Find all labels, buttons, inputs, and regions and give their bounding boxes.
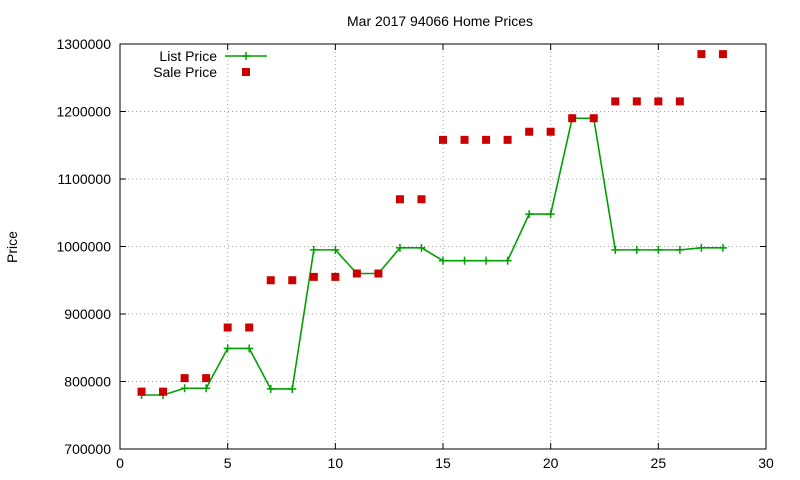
list-price-line bbox=[141, 117, 723, 396]
x-tick-label: 20 bbox=[543, 455, 559, 471]
y-tick-label: 800000 bbox=[64, 374, 111, 390]
sale-price-point bbox=[482, 135, 491, 144]
x-tick-label: 5 bbox=[224, 455, 232, 471]
list-price-point bbox=[180, 384, 189, 393]
sale-price-point bbox=[352, 269, 361, 278]
y-tick-label: 700000 bbox=[64, 441, 111, 457]
legend-label: List Price bbox=[159, 48, 217, 64]
list-price-point bbox=[439, 256, 447, 265]
list-price-point bbox=[417, 243, 426, 252]
sale-price-point bbox=[395, 195, 404, 204]
chart-title: Mar 2017 94066 Home Prices bbox=[347, 13, 533, 29]
y-tick-label: 1200000 bbox=[56, 104, 111, 120]
list-price-point bbox=[395, 243, 404, 252]
list-price-point bbox=[223, 344, 232, 353]
list-price-point bbox=[266, 384, 275, 393]
list-price-point bbox=[503, 256, 512, 265]
sale-price-point bbox=[460, 135, 469, 144]
sale-price-point bbox=[718, 50, 727, 59]
y-tick-label: 900000 bbox=[64, 306, 111, 322]
list-price-point bbox=[611, 245, 620, 254]
grid bbox=[120, 44, 766, 449]
x-tick-label: 30 bbox=[758, 455, 774, 471]
list-price-point bbox=[309, 245, 318, 254]
legend-plus-marker bbox=[242, 52, 250, 60]
sale-price-point bbox=[331, 272, 340, 281]
sale-price-point bbox=[654, 97, 663, 106]
legend-label: Sale Price bbox=[153, 64, 217, 80]
list-price-point bbox=[632, 245, 641, 254]
sale-price-point bbox=[180, 374, 189, 383]
sale-price-point bbox=[417, 195, 426, 204]
list-price-point bbox=[654, 245, 663, 254]
y-tick-label: 1000000 bbox=[56, 239, 111, 255]
y-tick-label: 1100000 bbox=[58, 171, 112, 187]
list-price-point bbox=[546, 210, 555, 219]
sale-price-point bbox=[675, 97, 684, 106]
sale-price-point bbox=[546, 127, 555, 136]
tick-labels: 700000 800000 900000 1000000 1100000 1200000 1… bbox=[56, 36, 774, 471]
sale-price-point bbox=[503, 135, 512, 144]
list-price-point bbox=[202, 384, 211, 393]
sale-price-point bbox=[374, 269, 383, 278]
legend-square-marker bbox=[242, 68, 250, 76]
sale-price-point bbox=[568, 114, 577, 123]
series-sale-price bbox=[137, 50, 727, 396]
x-tick-label: 25 bbox=[651, 455, 667, 471]
list-price-point bbox=[697, 243, 706, 252]
series-layer bbox=[137, 50, 727, 399]
series-list-price bbox=[137, 114, 727, 399]
y-axis-label: Price bbox=[4, 231, 20, 263]
list-price-point bbox=[718, 243, 727, 252]
sale-price-point bbox=[632, 97, 641, 106]
sale-price-point bbox=[266, 276, 275, 285]
y-tick-label: 1300000 bbox=[56, 36, 111, 52]
sale-price-point bbox=[309, 272, 318, 281]
sale-price-point bbox=[288, 276, 297, 285]
sale-price-point bbox=[245, 323, 254, 332]
sale-price-point bbox=[611, 97, 620, 106]
list-price-point bbox=[525, 210, 534, 219]
plot-frame bbox=[119, 43, 767, 450]
list-price-point bbox=[675, 245, 684, 254]
sale-price-point bbox=[223, 323, 232, 332]
sale-price-point bbox=[159, 387, 168, 396]
list-price-point bbox=[460, 256, 469, 265]
x-tick-label: 10 bbox=[328, 455, 344, 471]
sale-price-point bbox=[202, 374, 211, 383]
x-tick-label: 15 bbox=[435, 455, 451, 471]
list-price-point bbox=[331, 245, 340, 254]
x-tick-label: 0 bbox=[116, 455, 124, 471]
list-price-point bbox=[245, 344, 254, 353]
sale-price-point bbox=[697, 50, 706, 59]
sale-price-point bbox=[137, 387, 146, 396]
list-price-point bbox=[482, 256, 491, 265]
sale-price-point bbox=[439, 135, 447, 144]
sale-price-point bbox=[589, 114, 598, 123]
list-price-point bbox=[288, 384, 297, 393]
sale-price-point bbox=[525, 127, 534, 136]
